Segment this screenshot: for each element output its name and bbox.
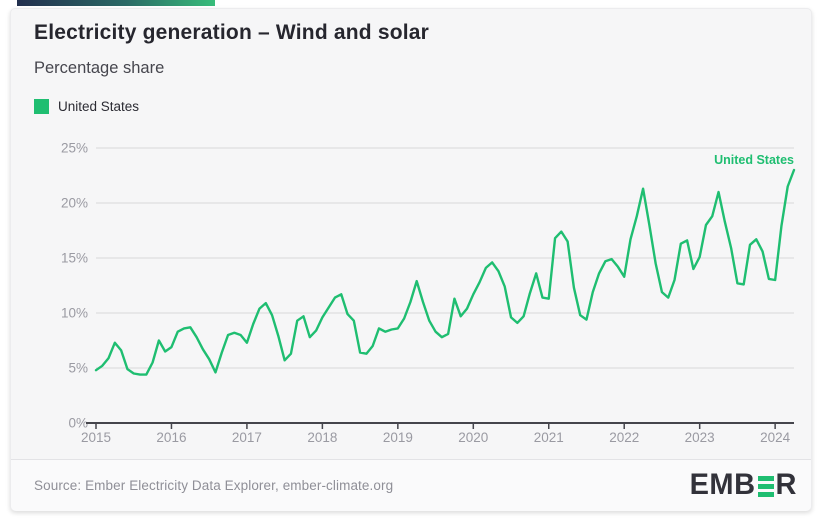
logo-text-emb: EMB — [689, 468, 756, 502]
x-tick-label: 2023 — [685, 430, 715, 445]
x-tick-label: 2019 — [383, 430, 413, 445]
brand-gradient-bar — [17, 0, 215, 6]
legend: United States — [34, 99, 139, 114]
ember-logo: EMB R — [690, 469, 797, 502]
y-tick-label: 20% — [61, 196, 88, 211]
logo-e-bars-icon — [757, 475, 774, 497]
x-tick-label: 2020 — [458, 430, 488, 445]
legend-label: United States — [58, 99, 140, 114]
footer: Source: Ember Electricity Data Explorer,… — [11, 459, 811, 511]
x-tick-label: 2021 — [534, 430, 564, 445]
logo-text-r: R — [775, 468, 797, 502]
legend-swatch-icon — [34, 99, 49, 114]
chart-card: Electricity generation – Wind and solar … — [10, 8, 812, 511]
x-tick-label: 2022 — [609, 430, 639, 445]
x-tick-label: 2015 — [81, 430, 111, 445]
x-tick-label: 2018 — [307, 430, 337, 445]
line-chart: 0% 5% 10% 15% 20% 25% 2015 2016 2017 2018 2019 2020… — [61, 141, 796, 445]
series-line-united-states — [94, 168, 796, 376]
chart-title: Electricity generation – Wind and solar — [34, 21, 430, 44]
x-tick-label: 2017 — [232, 430, 262, 445]
y-tick-label: 25% — [61, 141, 88, 156]
source-text: Source: Ember Electricity Data Explorer,… — [34, 478, 394, 493]
y-tick-label: 0% — [68, 416, 88, 431]
y-tick-label: 15% — [61, 251, 88, 266]
series-end-label: United States — [714, 153, 794, 167]
y-tick-label: 5% — [68, 361, 88, 376]
chart-subtitle: Percentage share — [34, 59, 165, 77]
x-tick-label: 2016 — [156, 430, 186, 445]
y-tick-label: 10% — [61, 306, 88, 321]
x-tick-label: 2024 — [760, 430, 791, 445]
